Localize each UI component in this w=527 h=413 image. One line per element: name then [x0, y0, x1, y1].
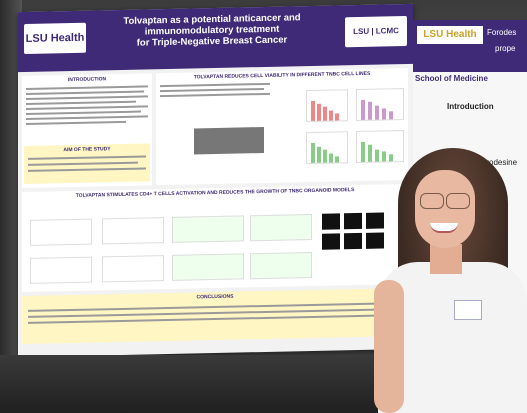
- western-blot-image: [194, 126, 264, 155]
- poster-header: LSU Health Tolvaptan as a potential anti…: [18, 3, 413, 73]
- organoid-image-3: [366, 212, 384, 229]
- viability-chart-1: [306, 89, 348, 123]
- forodesine-label: Forodesine: [477, 158, 518, 167]
- organoid-image-5: [344, 232, 362, 250]
- viability-heading: TOLVAPTAN REDUCES CELL VIABILITY IN DIFF…: [193, 70, 371, 81]
- adjacent-title-2: prope: [495, 44, 516, 53]
- school-of-medicine-label: School of Medicine: [415, 74, 488, 83]
- research-poster: LSU Health Tolvaptan as a potential anti…: [18, 3, 413, 358]
- flow-cytometry-plot-2: [250, 213, 312, 242]
- aim-panel: AIM OF THE STUDY: [24, 143, 150, 185]
- tcell-chart-1: [30, 218, 92, 246]
- viability-chart-4: [356, 130, 404, 164]
- poster-title: Tolvaptan as a potential anticancer and …: [92, 12, 332, 50]
- tcell-chart-4: [102, 255, 164, 283]
- flow-cytometry-plot-4: [250, 251, 312, 280]
- organoid-image-1: [322, 213, 340, 230]
- organoid-image-6: [366, 232, 384, 249]
- stimulation-panel: TOLVAPTAN STIMULATES CD4+ T CELLS ACTIVA…: [22, 183, 408, 293]
- tcell-chart-3: [30, 256, 92, 284]
- introduction-panel: INTRODUCTION AIM OF THE STUDY: [22, 73, 152, 189]
- flow-cytometry-plot-1: [172, 215, 244, 243]
- viability-chart-3: [306, 131, 348, 165]
- aim-heading: AIM OF THE STUDY: [63, 146, 111, 154]
- lsu-health-logo: LSU Health: [24, 22, 86, 55]
- flow-cytometry-plot-3: [172, 253, 244, 281]
- adjacent-intro-heading: Introduction: [447, 102, 494, 111]
- tcell-chart-2: [102, 217, 164, 245]
- adjacent-title-1: Forodes: [487, 28, 517, 37]
- organoid-image-4: [322, 233, 340, 250]
- adjacent-poster-header: LSU Health Forodes prope: [413, 20, 527, 72]
- viability-chart-2: [356, 88, 404, 122]
- wall: [0, 0, 22, 413]
- organoid-image-2: [344, 212, 362, 230]
- lsu-health-logo-right: LSU Health: [417, 26, 483, 44]
- glasses: [418, 193, 472, 209]
- introduction-heading: INTRODUCTION: [67, 76, 107, 84]
- lsu-lcmc-logo: LSU | LCMC: [345, 15, 407, 48]
- stimulation-heading: TOLVAPTAN STIMULATES CD4+ T CELLS ACTIVA…: [75, 187, 355, 199]
- conclusions-heading: CONCLUSIONS: [196, 293, 234, 301]
- viability-panel: TOLVAPTAN REDUCES CELL VIABILITY IN DIFF…: [156, 67, 408, 186]
- name-badge: [454, 300, 482, 320]
- conclusions-panel: CONCLUSIONS: [22, 287, 408, 345]
